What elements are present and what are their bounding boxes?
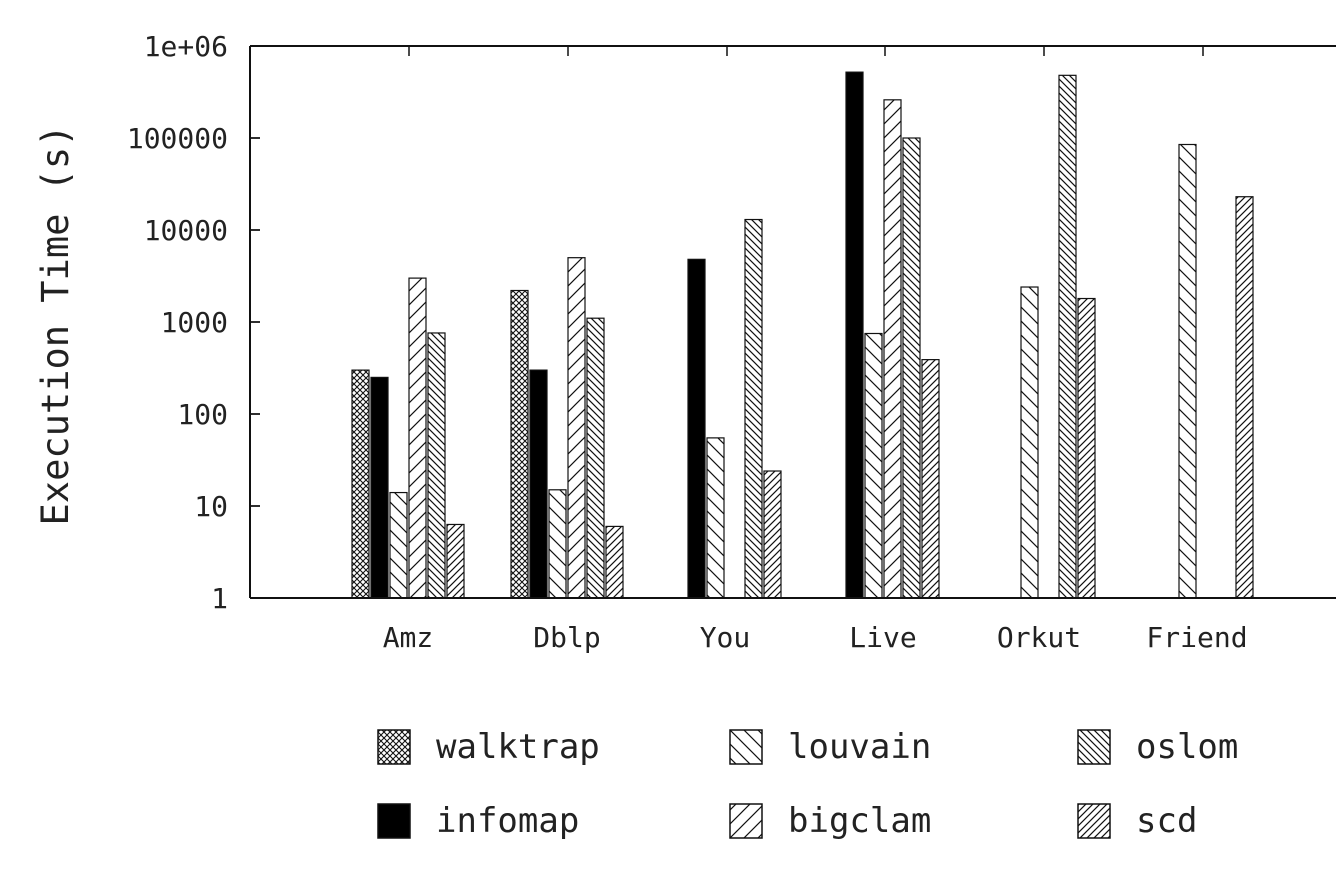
legend-swatch-infomap bbox=[377, 803, 411, 839]
bar-oslom-live bbox=[902, 137, 921, 599]
y-tick-label: 1 bbox=[211, 582, 228, 615]
legend-label-infomap: infomap bbox=[436, 801, 579, 841]
bar-bigclam-amz bbox=[408, 277, 427, 599]
y-axis-label: Execution Time (s) bbox=[34, 125, 77, 526]
legend-label-bigclam: bigclam bbox=[788, 801, 931, 841]
legend-swatch-scd bbox=[1077, 803, 1111, 839]
bar-louvain-live bbox=[864, 332, 883, 599]
legend-swatch-bigclam bbox=[729, 803, 763, 839]
bar-oslom-orkut bbox=[1058, 74, 1077, 599]
axes bbox=[249, 45, 1336, 599]
legend-swatch-oslom bbox=[1077, 729, 1111, 765]
legend-label-walktrap: walktrap bbox=[436, 727, 600, 767]
bar-scd-you bbox=[763, 470, 782, 599]
bar-louvain-amz bbox=[389, 491, 408, 599]
bar-oslom-dblp bbox=[586, 317, 605, 599]
legend-label-scd: scd bbox=[1136, 801, 1197, 841]
bar-scd-amz bbox=[446, 523, 465, 599]
bar-walktrap-amz bbox=[351, 369, 370, 599]
bar-scd-dblp bbox=[605, 525, 624, 599]
bar-infomap-amz bbox=[370, 376, 389, 599]
bar-walktrap-dblp bbox=[510, 289, 529, 599]
bar-louvain-you bbox=[706, 437, 725, 599]
x-tick-label: Orkut bbox=[997, 621, 1081, 654]
bar-scd-live bbox=[921, 359, 940, 599]
bar-infomap-dblp bbox=[529, 369, 548, 599]
legend-swatch-louvain bbox=[729, 729, 763, 765]
y-tick-label: 10000 bbox=[144, 214, 228, 247]
bar-scd-orkut bbox=[1077, 297, 1096, 599]
legend-label-oslom: oslom bbox=[1136, 727, 1238, 767]
legend-swatch-walktrap bbox=[377, 729, 411, 765]
legend: walktrap infomap louvain bigclam oslom scd bbox=[377, 727, 1238, 841]
bar-oslom-amz bbox=[427, 332, 446, 599]
y-axis-ticks: 1 10 100 1000 10000 100000 1e+06 bbox=[127, 30, 1204, 615]
y-tick-label: 100 bbox=[177, 398, 228, 431]
bar-oslom-you bbox=[744, 218, 763, 599]
bar-louvain-dblp bbox=[548, 489, 567, 599]
x-tick-label: You bbox=[700, 621, 751, 654]
bars bbox=[351, 71, 1254, 599]
y-tick-label: 1e+06 bbox=[144, 30, 228, 63]
bar-infomap-live bbox=[845, 71, 864, 599]
y-tick-label: 100000 bbox=[127, 122, 228, 155]
bar-louvain-orkut bbox=[1020, 286, 1039, 599]
x-tick-label: Live bbox=[849, 621, 916, 654]
bar-scd-friend bbox=[1235, 196, 1254, 599]
x-tick-label: Friend bbox=[1146, 621, 1247, 654]
bar-louvain-friend bbox=[1178, 143, 1197, 599]
x-axis-tick-labels: Amz Dblp You Live Orkut Friend bbox=[383, 621, 1248, 654]
x-tick-label: Amz bbox=[383, 621, 434, 654]
bar-infomap-you bbox=[687, 258, 706, 599]
y-tick-label: 1000 bbox=[161, 306, 228, 339]
x-tick-label: Dblp bbox=[533, 621, 600, 654]
bar-bigclam-dblp bbox=[567, 257, 586, 599]
bar-bigclam-live bbox=[883, 99, 902, 599]
y-tick-label: 10 bbox=[194, 490, 228, 523]
legend-label-louvain: louvain bbox=[788, 727, 931, 767]
